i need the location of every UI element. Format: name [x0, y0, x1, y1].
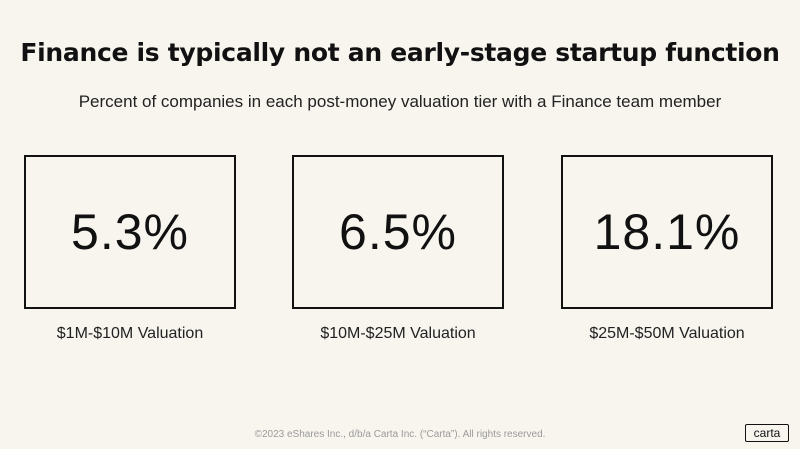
tier-value-box: 18.1% — [561, 155, 773, 309]
tier-value-box: 6.5% — [292, 155, 504, 309]
tier-card-3: 18.1% $25M-$50M Valuation — [561, 155, 773, 343]
tier-value: 6.5% — [339, 204, 457, 260]
tier-label: $10M-$25M Valuation — [320, 325, 476, 342]
copyright-footer: ©2023 eShares Inc., d/b/a Carta Inc. (“C… — [254, 429, 546, 440]
tier-label: $25M-$50M Valuation — [589, 325, 745, 342]
tier-value: 5.3% — [71, 204, 189, 260]
slide-title: Finance is typically not an early-stage … — [20, 38, 780, 67]
tier-label: $1M-$10M Valuation — [56, 325, 204, 342]
tier-card-2: 6.5% $10M-$25M Valuation — [292, 155, 504, 343]
tier-card-1: 5.3% $1M-$10M Valuation — [24, 155, 236, 343]
tier-value-box: 5.3% — [24, 155, 236, 309]
tier-value: 18.1% — [593, 204, 741, 260]
carta-logo: carta — [745, 424, 789, 442]
slide-subtitle: Percent of companies in each post-money … — [78, 92, 722, 111]
